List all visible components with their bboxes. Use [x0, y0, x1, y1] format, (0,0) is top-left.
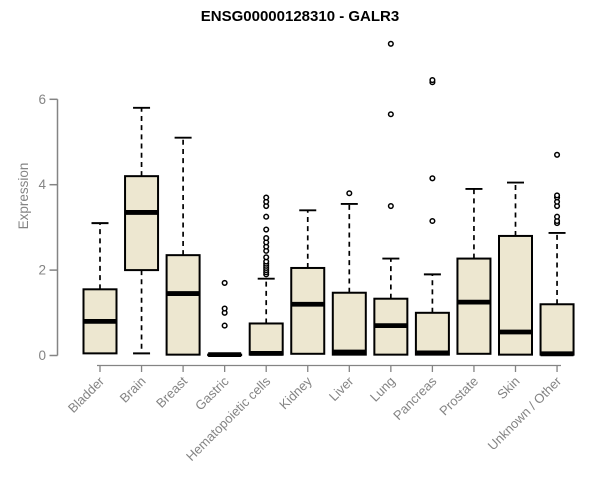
outlier-lung-1: [387, 111, 394, 118]
x-label-pancreas: Pancreas: [390, 373, 440, 423]
box-unknown-other: [539, 303, 575, 356]
box-skin: [498, 234, 533, 356]
box-prostate: [456, 257, 492, 355]
box-breast: [165, 254, 201, 356]
x-label-kidney: Kidney: [276, 373, 315, 412]
outlier-gastric-2: [221, 305, 228, 312]
box-hematopoietic-cells: [248, 322, 284, 356]
outlier-gastric-3: [221, 279, 228, 286]
y-tick-label-6: 6: [38, 92, 46, 107]
x-label-gastric: Gastric: [192, 373, 232, 413]
outlier-unknown-other-7: [554, 151, 561, 158]
outlier-unknown-other-6: [554, 192, 561, 199]
x-label-brain: Brain: [117, 374, 149, 406]
outlier-pancreas-1: [429, 175, 436, 182]
x-label-breast: Breast: [153, 373, 190, 410]
outlier-gastric-0: [221, 322, 228, 329]
box-pancreas: [414, 311, 450, 356]
outlier-hematopoietic-cells-12: [263, 226, 270, 233]
outlier-pancreas-3: [429, 77, 436, 84]
x-label-liver: Liver: [326, 373, 357, 404]
x-label-unknown-other: Unknown / Other: [485, 373, 565, 453]
outlier-hematopoietic-cells-7: [263, 254, 270, 261]
outlier-lung-0: [387, 203, 394, 210]
x-label-skin: Skin: [494, 374, 522, 402]
outlier-hematopoietic-cells-16: [263, 194, 270, 201]
y-tick-label-4: 4: [38, 177, 46, 192]
y-tick-label-0: 0: [38, 348, 46, 363]
box-kidney: [290, 266, 326, 355]
outlier-liver-0: [346, 190, 353, 197]
box-liver: [331, 291, 367, 356]
y-tick-label-2: 2: [38, 263, 46, 278]
box-brain: [124, 175, 160, 272]
outlier-unknown-other-2: [554, 213, 561, 220]
outlier-lung-2: [387, 40, 394, 47]
outlier-hematopoietic-cells-13: [263, 213, 270, 220]
outlier-hematopoietic-cells-11: [263, 235, 270, 242]
x-label-lung: Lung: [367, 374, 398, 405]
x-label-prostate: Prostate: [436, 374, 481, 419]
outlier-pancreas-0: [429, 217, 436, 225]
chart-title: ENSG00000128310 - GALR3: [200, 8, 400, 25]
x-label-bladder: Bladder: [65, 373, 108, 416]
